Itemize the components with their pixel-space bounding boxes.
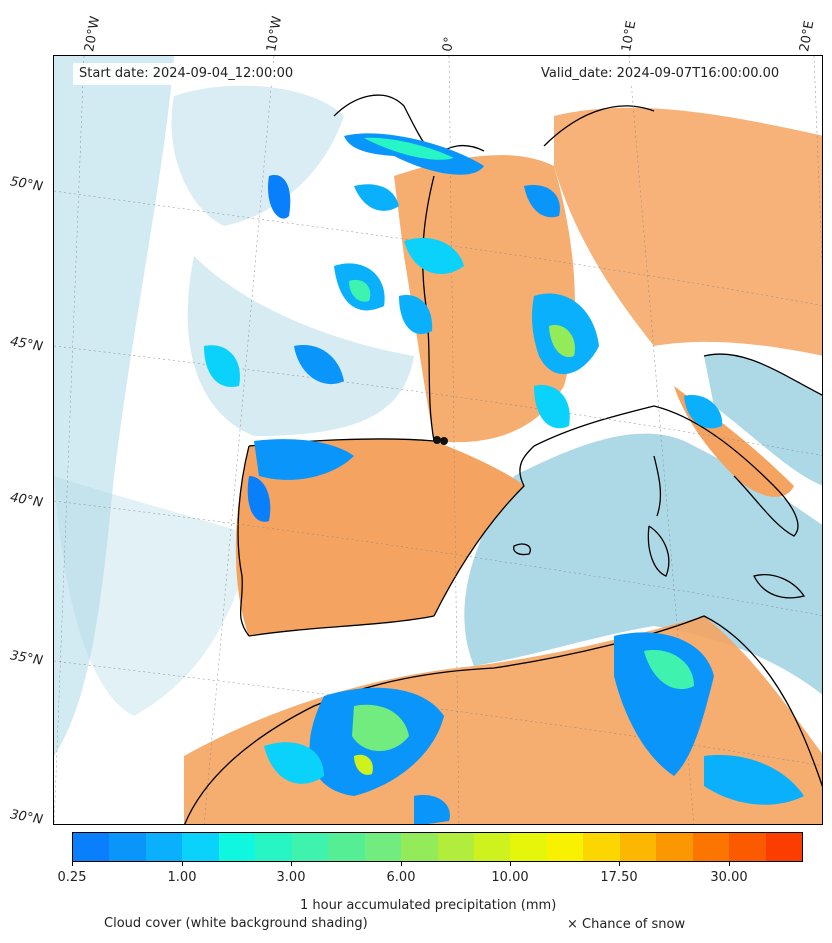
- colorbar-segment: [73, 833, 110, 861]
- precip-cell-bordeaux: [399, 295, 433, 335]
- coast-north-europe: [543, 105, 655, 147]
- coast-corsica: [653, 455, 662, 517]
- precip-cell-morocco-core: [352, 704, 409, 751]
- coast-britain: [333, 94, 485, 157]
- precip-cell-libya: [704, 755, 804, 805]
- precip-cells: [204, 133, 804, 824]
- mediterranean-sea: [464, 433, 822, 695]
- lon-label-10e: 10°E: [619, 19, 640, 54]
- colorbar-segment: [401, 833, 438, 861]
- france-land: [394, 155, 575, 443]
- precip-cell-france-mid: [404, 237, 464, 274]
- lat-label-40n: 40°N: [8, 490, 44, 511]
- colorbar-tick-label: 3.00: [276, 870, 306, 885]
- colorbar-segment: [546, 833, 584, 861]
- precip-cell-iberia-n: [254, 439, 354, 480]
- coast-italy: [653, 405, 799, 537]
- tick-mark: [619, 862, 620, 866]
- precip-cell-alps-south: [534, 385, 570, 429]
- lat-label-30n: 30°N: [8, 807, 44, 828]
- snow-markers: [433, 436, 448, 445]
- tick-mark: [291, 862, 292, 866]
- valid-date-label: Valid_date: 2024-09-07T16:00:00.00: [535, 63, 786, 85]
- coast-sicily: [753, 574, 806, 599]
- central-europe-land: [554, 107, 822, 356]
- tick-mark: [401, 862, 402, 866]
- lon-label-20e: 20°E: [797, 19, 818, 54]
- tick-mark: [729, 862, 730, 866]
- lon-label-20w: 20°W: [82, 15, 104, 54]
- snow-legend: × Chance of snow: [567, 917, 686, 932]
- colorbar-tick-label: 0.25: [57, 870, 87, 885]
- colorbar-segment: [218, 833, 256, 861]
- colorbar-segment: [437, 833, 474, 861]
- lat-label-50n: 50°N: [8, 174, 44, 195]
- adriatic-sea: [704, 354, 822, 486]
- colorbar-segment: [729, 833, 766, 861]
- precip-cell-channel-core: [364, 137, 454, 160]
- colorbar-segment: [692, 833, 730, 861]
- coast-iberia-west: [237, 445, 250, 637]
- lon-label-0: 0°: [440, 35, 458, 53]
- colorbar-segment: [583, 833, 620, 861]
- colorbar-segment: [182, 833, 219, 861]
- lat-label-45n: 45°N: [8, 334, 44, 355]
- colorbar-tick-label: 6.00: [386, 870, 416, 885]
- lat-label-35n: 35°N: [8, 648, 44, 669]
- coast-iberia-east: [433, 445, 535, 617]
- precip-colorbar: [72, 832, 803, 862]
- precip-cell-iberia-nw: [247, 476, 271, 522]
- snow-marker: [440, 437, 448, 445]
- precip-cell-atlantic-1: [268, 175, 291, 219]
- precip-cell-tunisia-core: [644, 650, 694, 690]
- colorbar-segment: [328, 833, 365, 861]
- start-date-label: Start date: 2024-09-04_12:00:00: [73, 63, 300, 85]
- colorbar-segment: [145, 833, 183, 861]
- precip-cell-germany: [524, 185, 560, 218]
- colorbar-title: 1 hour accumulated precipitation (mm): [300, 898, 557, 913]
- precip-cell-brittany: [354, 184, 399, 211]
- colorbar-segment: [109, 833, 146, 861]
- colorbar-tick-label: 30.00: [710, 870, 748, 885]
- tick-mark: [510, 862, 511, 866]
- cloud-cover-legend: Cloud cover (white background shading): [104, 916, 368, 931]
- precip-cell-biscay-core: [349, 279, 371, 302]
- precip-cell-algeria-s: [414, 795, 450, 824]
- iberia-land: [235, 438, 524, 636]
- cloud-haze-mid: [54, 476, 254, 716]
- colorbar-segment: [255, 833, 292, 861]
- colorbar-tick-label: 17.50: [600, 870, 638, 885]
- colorbar-segment: [765, 833, 803, 861]
- coast-adriatic: [703, 353, 822, 396]
- cloud-haze-atlantic: [54, 56, 174, 756]
- precip-cell-alps-core: [549, 325, 575, 358]
- coastlines: [184, 94, 822, 824]
- colorbar-segment: [473, 833, 511, 861]
- snow-marker: [433, 436, 441, 444]
- precip-cell-atlas-core: [354, 754, 373, 775]
- colorbar-segment: [364, 833, 402, 861]
- precip-cell-atlantic-3: [294, 345, 344, 385]
- cloud-haze-north: [171, 85, 344, 226]
- colorbar-segment: [656, 833, 693, 861]
- colorbar-segment: [619, 833, 657, 861]
- colorbar-tick-label: 1.00: [167, 870, 197, 885]
- map-canvas: [54, 56, 822, 824]
- precip-cell-italy: [684, 395, 723, 429]
- coast-sardinia: [647, 525, 670, 577]
- coast-iberia-south: [248, 615, 435, 637]
- tick-mark: [182, 862, 183, 866]
- colorbar-tick-label: 10.00: [491, 870, 529, 885]
- colorbar-segment: [291, 833, 329, 861]
- precip-cell-atlantic-2: [204, 345, 240, 387]
- colorbar-segment: [510, 833, 547, 861]
- precip-cell-morocco-s: [264, 742, 324, 784]
- coast-france-south: [533, 405, 655, 447]
- coast-balearic: [513, 543, 531, 556]
- lon-label-10w: 10°W: [264, 15, 286, 54]
- weather-map[interactable]: [53, 55, 823, 825]
- tick-mark: [72, 862, 73, 866]
- coast-north-africa: [184, 615, 822, 824]
